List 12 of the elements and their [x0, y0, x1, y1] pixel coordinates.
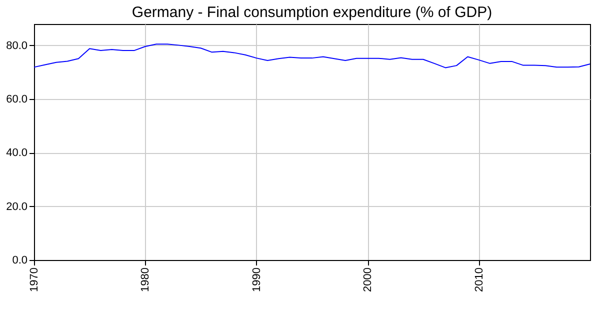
chart-title: Germany - Final consumption expenditure (% of GDP) — [132, 4, 492, 21]
x-tick-label: 1990 — [250, 268, 263, 292]
x-tick-label: 2010 — [473, 268, 486, 292]
x-tick-label: 2000 — [362, 268, 374, 292]
y-tick-label: 80.0 — [6, 40, 28, 52]
y-tick-label: 20.0 — [6, 200, 28, 213]
y-tick-label: 40.0 — [6, 147, 28, 160]
y-tick-label: 0.0 — [12, 254, 28, 266]
x-tick-label: 1980 — [140, 268, 152, 292]
y-tick-label: 60.0 — [6, 94, 28, 106]
x-tick-label: 1970 — [28, 268, 40, 292]
line-series — [34, 44, 590, 68]
